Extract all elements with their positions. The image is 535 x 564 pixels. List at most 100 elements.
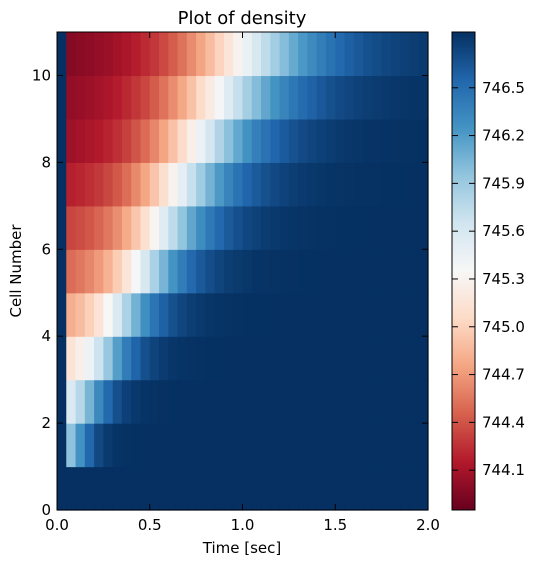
heatmap-cell <box>381 466 392 511</box>
heatmap-cell <box>214 336 225 381</box>
heatmap-cell <box>112 292 123 337</box>
heatmap-cell <box>84 205 95 250</box>
heatmap-cell <box>140 32 151 77</box>
heatmap-cell <box>363 466 373 511</box>
heatmap-cell <box>223 466 234 511</box>
heatmap-cell <box>279 292 290 337</box>
heatmap-cell <box>84 249 95 294</box>
heatmap-cell <box>307 423 318 468</box>
heatmap-cell <box>325 75 336 120</box>
heatmap-cell <box>112 32 123 77</box>
heatmap-cell <box>409 162 420 207</box>
heatmap-cell <box>121 75 132 120</box>
heatmap-cell <box>57 336 67 381</box>
heatmap-cell <box>214 379 225 424</box>
heatmap-cell <box>94 75 104 120</box>
heatmap-cell <box>233 205 244 250</box>
heatmap-cell <box>121 118 132 163</box>
heatmap-cell <box>66 466 77 511</box>
heatmap-cell <box>372 423 383 468</box>
heatmap-cell <box>205 162 216 207</box>
heatmap-cell <box>103 75 114 120</box>
heatmap-cell <box>159 75 169 120</box>
heatmap-cell <box>298 336 309 381</box>
heatmap-cell <box>168 249 179 294</box>
heatmap-cell <box>205 249 216 294</box>
heatmap-cell <box>140 162 151 207</box>
heatmap-cell <box>84 466 95 511</box>
heatmap-cell <box>196 205 207 250</box>
heatmap-cell <box>390 292 401 337</box>
heatmap-cell <box>177 32 188 77</box>
heatmap-cell <box>94 205 104 250</box>
heatmap-cell <box>149 292 160 337</box>
x-tick-label: 1.0 <box>231 516 255 534</box>
heatmap-cell <box>270 292 281 337</box>
heatmap-cell <box>251 336 262 381</box>
colorbar-tick-label: 744.1 <box>482 461 525 479</box>
heatmap-cell <box>242 292 253 337</box>
heatmap-cell <box>75 118 86 163</box>
heatmap-cell <box>316 162 327 207</box>
heatmap-cell <box>344 466 355 511</box>
heatmap-cell <box>94 336 104 381</box>
heatmap-cell <box>363 205 373 250</box>
heatmap-cell <box>131 423 142 468</box>
heatmap-cell <box>409 118 420 163</box>
heatmap-cell <box>298 466 309 511</box>
heatmap-cell <box>103 292 114 337</box>
heatmap-cell <box>112 162 123 207</box>
colorbar <box>451 31 476 511</box>
colorbar-tick-label: 744.7 <box>482 366 525 384</box>
heatmap-cell <box>353 423 364 468</box>
heatmap-cell <box>279 423 290 468</box>
heatmap-cell <box>94 379 104 424</box>
heatmap-cell <box>335 75 346 120</box>
heatmap-cell <box>279 32 290 77</box>
heatmap-cell <box>307 32 318 77</box>
heatmap-cell <box>159 466 169 511</box>
heatmap-cell <box>205 423 216 468</box>
heatmap-cell <box>344 205 355 250</box>
heatmap-cell <box>288 205 299 250</box>
heatmap-cell <box>121 466 132 511</box>
heatmap-cell <box>75 75 86 120</box>
heatmap-cell <box>168 75 179 120</box>
heatmap-cell <box>186 162 197 207</box>
heatmap-cell <box>94 292 104 337</box>
heatmap-cell <box>418 336 429 381</box>
heatmap-cell <box>400 466 411 511</box>
heatmap-cell <box>177 336 188 381</box>
heatmap-cell <box>372 32 383 77</box>
heatmap-cell <box>251 75 262 120</box>
heatmap-cell <box>168 423 179 468</box>
heatmap-cell <box>400 249 411 294</box>
heatmap-cell <box>242 118 253 163</box>
heatmap-cell <box>103 423 114 468</box>
heatmap-cell <box>363 423 373 468</box>
heatmap-cell <box>159 336 169 381</box>
heatmap-cell <box>223 205 234 250</box>
heatmap-cell <box>140 423 151 468</box>
heatmap-cell <box>84 75 95 120</box>
heatmap-cell <box>325 379 336 424</box>
heatmap-cell <box>186 32 197 77</box>
heatmap-cell <box>325 32 336 77</box>
heatmap-cell <box>75 32 86 77</box>
heatmap-cell <box>279 205 290 250</box>
heatmap-cell <box>381 162 392 207</box>
heatmap-cell <box>390 466 401 511</box>
heatmap-cell <box>279 249 290 294</box>
heatmap-cell <box>298 249 309 294</box>
heatmap-cell <box>372 249 383 294</box>
heatmap-cell <box>418 75 429 120</box>
heatmap-cell <box>335 249 346 294</box>
heatmap-cell <box>66 249 77 294</box>
heatmap-cell <box>159 423 169 468</box>
heatmap-cell <box>121 336 132 381</box>
heatmap-cell <box>103 118 114 163</box>
heatmap-cell <box>409 32 420 77</box>
heatmap-cell <box>298 118 309 163</box>
heatmap-cell <box>270 379 281 424</box>
